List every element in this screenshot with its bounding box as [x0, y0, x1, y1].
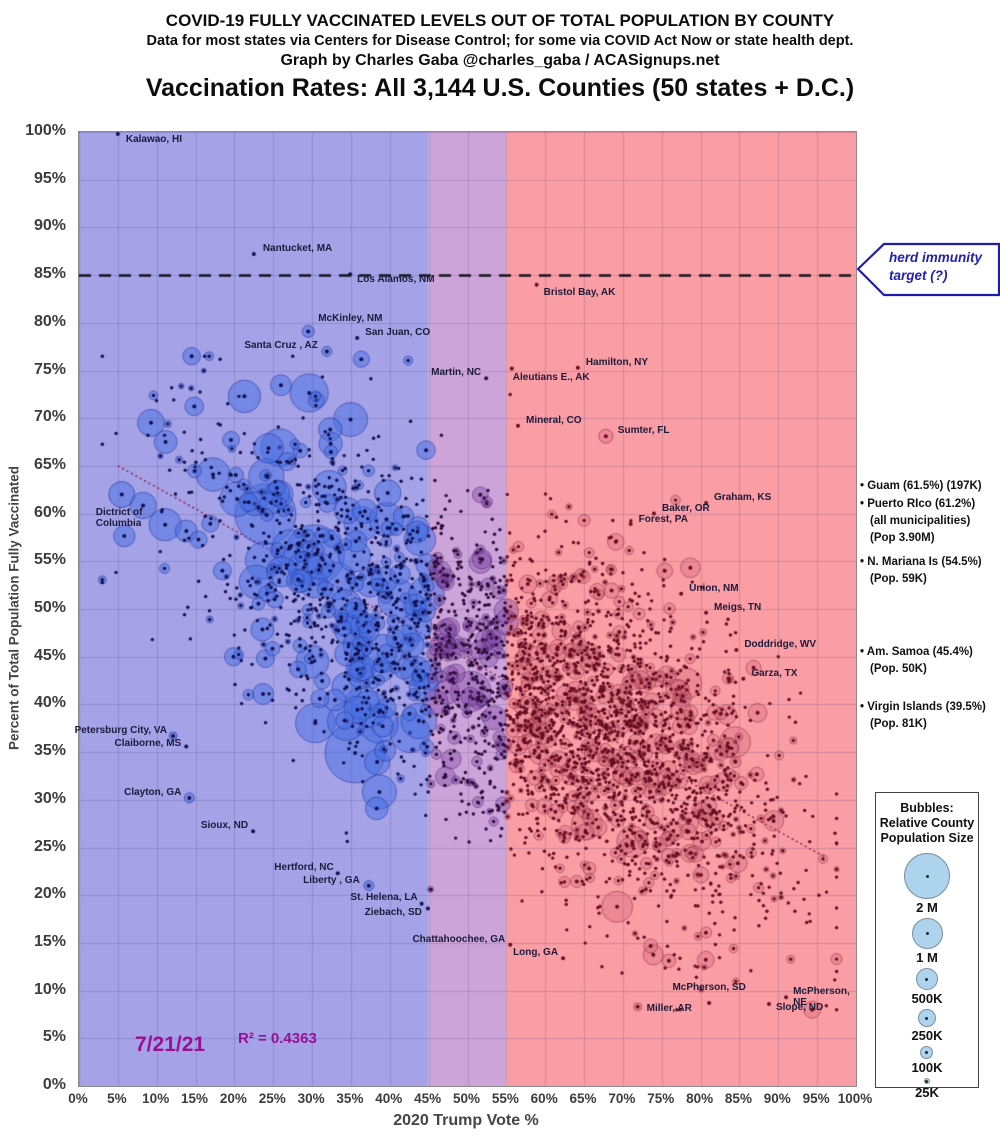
x-tick-label: 35% [336, 1091, 364, 1106]
territory-note-subline: (Pop. 50K) [870, 663, 927, 675]
bubble-legend-center-dot [925, 874, 929, 878]
y-tick-label: 70% [33, 408, 66, 426]
y-tick-label: 20% [33, 885, 66, 903]
y-tick-label: 10% [33, 980, 66, 998]
bubble-legend-circle [920, 1046, 934, 1059]
bubble-legend-circle [904, 853, 950, 899]
bubble-size-legend: Bubbles: Relative County Population Size… [875, 792, 979, 1100]
x-tick-label: 5% [107, 1091, 127, 1106]
x-tick-label: 60% [530, 1091, 558, 1106]
territory-note-subline: (Pop. 81K) [870, 718, 927, 730]
herd-immunity-label: herd immunity target (?) [889, 250, 983, 283]
x-tick-label: 80% [686, 1091, 714, 1106]
x-tick-label: 10% [142, 1091, 170, 1106]
x-tick-label: 40% [375, 1091, 403, 1106]
herd-immunity-flag-shape [857, 242, 1000, 297]
x-tick-label: 85% [724, 1091, 752, 1106]
bubble-legend-entry: 2 M [904, 853, 950, 915]
territory-note-line: • N. Mariana Is (54.5%) [860, 556, 982, 568]
plot-area: Kalawao, HI Nantucket, MA Los Alamos, NM Br… [75, 131, 857, 1087]
y-tick-label: 80% [33, 312, 66, 330]
y-tick-label: 5% [42, 1028, 66, 1046]
bubble-legend-label: 25K [915, 1085, 939, 1100]
territory-note-line: • Virgin Islands (39.5%) [860, 701, 986, 713]
chart-suptitle: COVID-19 FULLY VACCINATED LEVELS OUT OF … [165, 11, 835, 30]
y-tick-label: 0% [42, 1076, 66, 1093]
x-tick-label: 50% [452, 1091, 481, 1106]
x-tick-label: 55% [491, 1091, 519, 1106]
territory-note-line: • Puerto RIco (61.2%) [860, 498, 976, 510]
chart-title: Vaccination Rates: All 3,144 U.S. Counti… [145, 74, 855, 102]
data-date-label: 7/21/21 [135, 1033, 206, 1056]
x-tick-label: 100% [837, 1091, 873, 1106]
x-axis-ticks: 0% 5% 10% 15% 20% 25% 30% 35% 40% 45% 50% 55% 60% 65%… [68, 1091, 872, 1111]
territory-note-line: • Guam (61.5%) (197K) [860, 480, 982, 492]
y-tick-label: 25% [33, 837, 66, 855]
y-axis-ticks: 100% 95% 90% 85% 80% 75% 70% 65% 60% 55% 50% 45% 40%… [0, 122, 70, 1093]
territory-note: • Guam (61.5%) (197K) [860, 478, 1000, 495]
y-tick-label: 75% [33, 360, 66, 378]
bubble-legend-label: 1 M [916, 950, 938, 965]
bubble-legend-title: Bubbles: Relative County Population Size [879, 801, 975, 845]
x-tick-label: 70% [608, 1091, 636, 1106]
y-tick-label: 15% [33, 932, 66, 950]
y-tick-label: 55% [33, 551, 66, 569]
x-tick-label: 15% [181, 1091, 209, 1106]
territory-note: • Am. Samoa (45.4%) (Pop. 50K) [860, 644, 1000, 678]
y-tick-label: 40% [33, 694, 66, 712]
bubble-legend-circle [915, 968, 938, 990]
y-tick-label: 45% [33, 646, 66, 664]
bubble-legend-label: 2 M [916, 900, 938, 915]
bubble-legend-label: 100K [911, 1060, 943, 1075]
bubble-legend-entry: 25K [915, 1078, 939, 1100]
x-tick-label: 20% [219, 1091, 247, 1106]
y-tick-label: 100% [25, 122, 66, 139]
bubble-legend-circle [917, 1009, 936, 1027]
x-tick-label: 25% [258, 1091, 286, 1106]
chart-source-note: Data for most states via Centers for Dis… [146, 33, 854, 49]
r-squared-label: R² = 0.4363 [238, 1030, 317, 1047]
x-tick-label: 30% [297, 1091, 325, 1106]
territory-note: • Puerto RIco (61.2%) (all municipalities… [860, 496, 1000, 547]
herd-immunity-flag [857, 242, 1000, 297]
bubble-legend-circle [911, 918, 943, 949]
y-tick-label: 90% [33, 217, 66, 235]
x-tick-label: 45% [414, 1091, 442, 1106]
territory-note-line: • Am. Samoa (45.4%) [860, 646, 973, 658]
bubble-legend-label: 500K [911, 991, 943, 1006]
x-tick-label: 90% [763, 1091, 791, 1106]
chart-credit: Graph by Charles Gaba @charles_gaba / AC… [280, 52, 720, 69]
bubble-legend-center-dot [925, 932, 929, 935]
bubble-legend-center-dot [925, 1079, 929, 1083]
x-tick-label: 0% [68, 1091, 88, 1106]
bubble-legend-entry: 100K [911, 1046, 943, 1075]
territory-note-subline: (Pop 3.90M) [870, 532, 935, 544]
x-axis-title: 2020 Trump Vote % [393, 1112, 539, 1129]
territory-note-subline: (Pop. 59K) [870, 573, 927, 585]
y-tick-label: 95% [33, 169, 66, 187]
x-tick-label: 65% [569, 1091, 597, 1106]
y-tick-label: 85% [33, 265, 66, 283]
y-tick-label: 60% [33, 503, 66, 521]
bubble-legend-circle [923, 1078, 930, 1084]
scatter-canvas [79, 132, 856, 1086]
y-tick-label: 35% [33, 742, 66, 760]
bubble-legend-center-dot [925, 977, 929, 981]
bubble-legend-center-dot [925, 1051, 929, 1054]
bubble-legend-label: 250K [911, 1028, 943, 1043]
bubble-legend-entry: 1 M [911, 918, 943, 965]
bubble-legend-entry: 250K [911, 1009, 943, 1043]
bubble-legend-entry: 500K [911, 968, 943, 1006]
territory-note-subline: (all municipalities) [870, 515, 971, 527]
y-tick-label: 65% [33, 455, 66, 473]
territory-note: • Virgin Islands (39.5%) (Pop. 81K) [860, 699, 1000, 733]
territory-note: • N. Mariana Is (54.5%) (Pop. 59K) [860, 554, 1000, 588]
bubble-legend-center-dot [925, 1016, 929, 1020]
y-tick-label: 30% [33, 789, 66, 807]
x-tick-label: 95% [802, 1091, 830, 1106]
y-tick-label: 50% [33, 599, 66, 616]
x-tick-label: 75% [647, 1091, 675, 1106]
